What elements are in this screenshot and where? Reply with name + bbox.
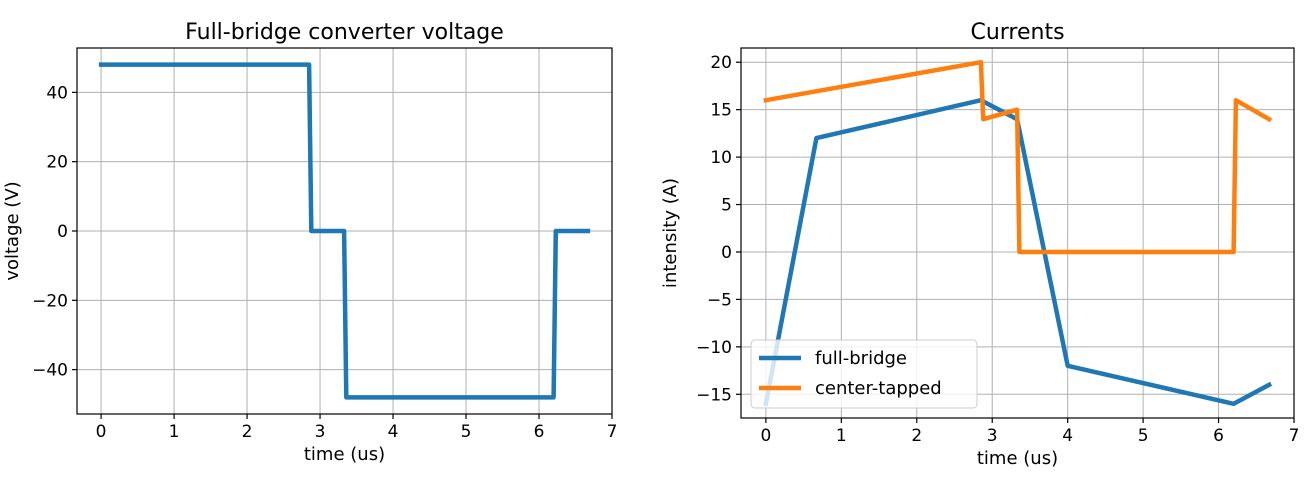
y-tick-label: 20 <box>46 153 68 173</box>
y-axis-label: intensity (A) <box>660 178 681 288</box>
y-tick-label: −40 <box>32 361 68 381</box>
legend-label-1: center-tapped <box>815 378 942 399</box>
x-tick-label: 6 <box>534 422 545 442</box>
y-tick-label: −20 <box>32 291 68 311</box>
y-axis-label: voltage (V) <box>2 181 23 280</box>
x-tick-label: 2 <box>911 426 922 446</box>
x-tick-label: 3 <box>315 422 326 442</box>
y-tick-label: 40 <box>46 83 68 103</box>
x-tick-label: 7 <box>607 422 618 442</box>
x-tick-label: 0 <box>760 426 771 446</box>
chart-title: Currents <box>970 20 1064 45</box>
x-tick-label: 4 <box>1062 426 1073 446</box>
y-tick-label: 15 <box>710 101 732 121</box>
x-tick-label: 7 <box>1289 426 1300 446</box>
plot-frame <box>740 47 1295 419</box>
voltage-chart: 0 1 2 3 4 5 6 7 −40 −20 0 20 40 Full-bridge converter… <box>2 20 617 465</box>
x-axis-label: time (us) <box>977 448 1058 469</box>
y-tick-label: −15 <box>696 385 732 405</box>
x-tick-label: 4 <box>388 422 399 442</box>
y-tick-label: 0 <box>57 222 68 242</box>
x-axis-label: time (us) <box>304 444 385 465</box>
x-tick-label: 0 <box>96 422 107 442</box>
y-tick-label: −10 <box>696 338 732 358</box>
y-tick-label: 20 <box>710 53 732 73</box>
legend: full-bridge center-tapped <box>750 339 978 409</box>
x-tick-label: 6 <box>1213 426 1224 446</box>
currents-chart: 0 1 2 3 4 5 6 7 −15 −10 −5 0 5 10 15 20 Currents time (us… <box>660 20 1299 469</box>
chart-title: Full-bridge converter voltage <box>185 20 504 45</box>
series-line-1 <box>763 59 1273 255</box>
x-tick-label: 3 <box>987 426 998 446</box>
x-tick-label: 1 <box>836 426 847 446</box>
y-tick-label: −5 <box>707 290 732 310</box>
y-tick-label: 5 <box>721 196 732 216</box>
x-tick-label: 2 <box>242 422 253 442</box>
x-tick-label: 5 <box>461 422 472 442</box>
legend-box <box>750 339 978 409</box>
y-tick-label: 0 <box>721 243 732 263</box>
x-tick-label: 1 <box>169 422 180 442</box>
y-tick-label: 10 <box>710 148 732 168</box>
series-line-0 <box>98 62 591 400</box>
x-tick-label: 5 <box>1138 426 1149 446</box>
legend-label-0: full-bridge <box>815 348 907 369</box>
